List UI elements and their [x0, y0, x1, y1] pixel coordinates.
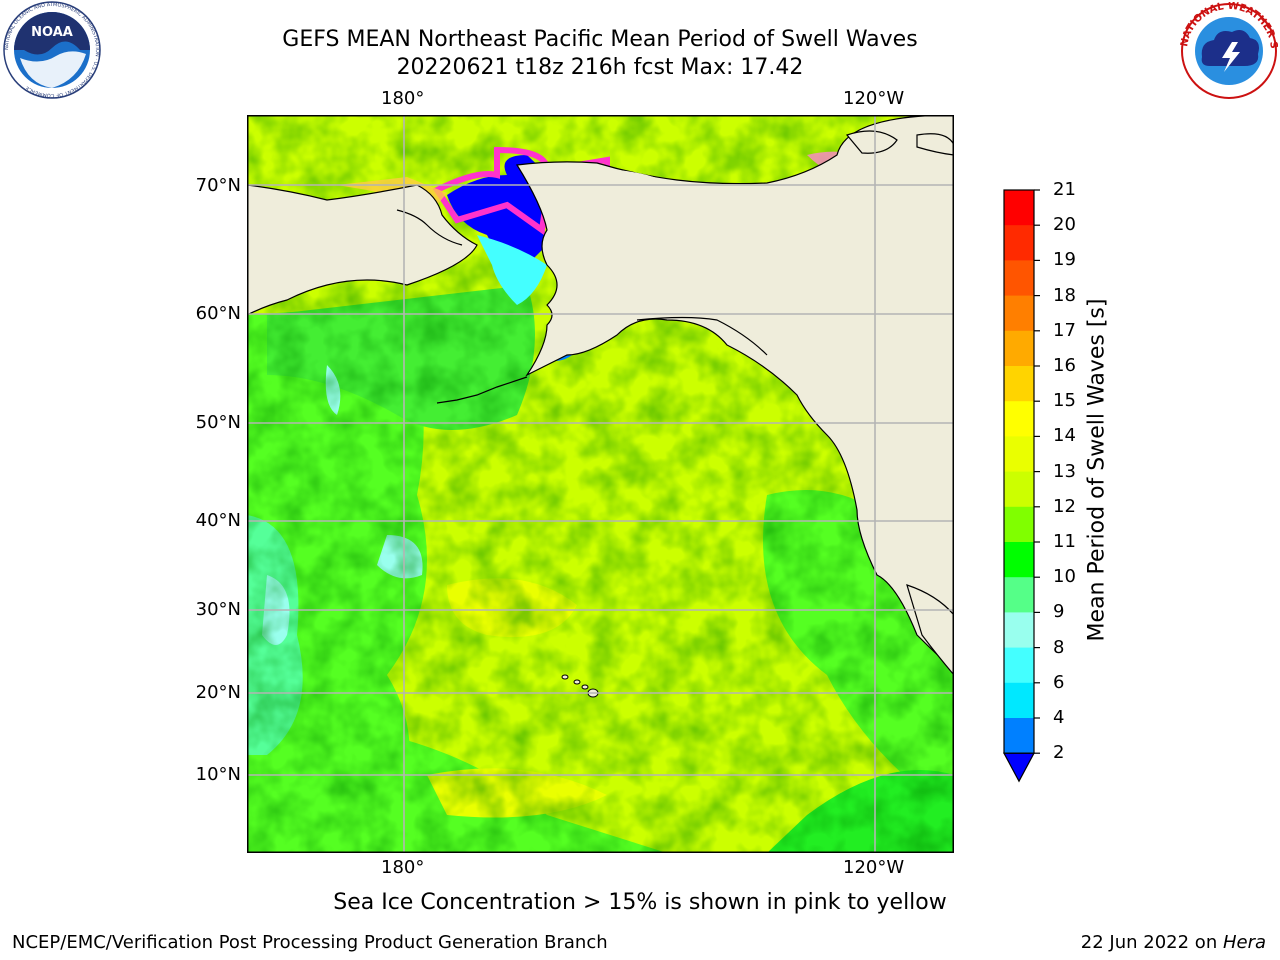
noaa-logo-icon: NOAA NATIONAL OCEANIC AND ATMOSPHERIC AD… — [3, 1, 101, 99]
swell-period-map — [247, 115, 954, 853]
lat-label-10n: 10°N — [195, 764, 241, 785]
colorbar-level-8 — [1004, 471, 1034, 508]
footer-host: Hera — [1222, 932, 1266, 953]
colorbar-level-14 — [1004, 682, 1034, 719]
land-mexico — [906, 584, 954, 676]
lon-label-top-120w: 120°W — [843, 88, 905, 109]
colorbar-tick-label: 18 — [1053, 284, 1076, 306]
colorbar-level-7 — [1004, 436, 1034, 472]
colorbar-tick-label: 13 — [1053, 460, 1076, 482]
lat-label-50n: 50°N — [195, 412, 241, 433]
colorbar-tick-label: 16 — [1053, 355, 1076, 376]
lat-label-30n: 30°N — [195, 599, 241, 620]
colorbar-tick-label: 4 — [1053, 707, 1065, 728]
colorbar-tick-label: 2 — [1053, 742, 1065, 764]
colorbar-tick-label: 14 — [1053, 425, 1076, 447]
colorbar-tick-label: 12 — [1053, 495, 1076, 517]
colorbar-level-15 — [1004, 718, 1034, 754]
colorbar-level-6 — [1004, 401, 1034, 437]
colorbar-level-9 — [1004, 506, 1034, 543]
colorbar-level-5 — [1004, 366, 1034, 402]
land-chukotka-coast — [396, 209, 463, 246]
bering-strait-cyan — [477, 235, 547, 305]
lon-label-top-180: 180° — [381, 88, 425, 109]
land-north-coast — [547, 168, 807, 212]
graticule — [247, 115, 954, 853]
colorbar-level-0 — [1004, 190, 1034, 226]
footer-date: 22 Jun 2022 on Hera — [1080, 932, 1266, 953]
colorbar-level-10 — [1004, 542, 1034, 578]
colorbar-tick-label: 19 — [1053, 249, 1076, 271]
colorbar-tick-label: 21 — [1053, 179, 1076, 200]
land-siberia-east — [247, 184, 478, 316]
colorbar-tick-label: 15 — [1053, 390, 1076, 412]
colorbar-extend-arrow — [1002, 752, 1036, 783]
colorbar-tick-label: 17 — [1053, 319, 1076, 341]
colorbar-level-4 — [1004, 330, 1034, 367]
sea-ice-caption: Sea Ice Concentration > 15% is shown in … — [333, 890, 947, 915]
lat-label-60n: 60°N — [195, 303, 241, 324]
colorbar-tick-label: 8 — [1053, 636, 1065, 658]
map-border — [247, 115, 954, 853]
colorbar-level-1 — [1004, 225, 1034, 261]
colorbar-level-2 — [1004, 260, 1034, 296]
hawaii-islands — [561, 674, 599, 698]
colorbar-tick-label: 9 — [1053, 601, 1065, 623]
colorbar-tick-label: 20 — [1053, 214, 1076, 236]
colorbar-tick-label: 10 — [1053, 566, 1076, 588]
aleutian-chain — [436, 376, 528, 404]
colorbar-level-12 — [1004, 612, 1034, 648]
lon-label-bottom-180: 180° — [381, 857, 425, 878]
colorbar — [1002, 189, 1040, 783]
lat-label-20n: 20°N — [195, 682, 241, 703]
colorbar-level-3 — [1004, 295, 1034, 332]
colorbar-tick-label: 6 — [1053, 671, 1065, 693]
land-alaska-canada — [515, 115, 954, 671]
gulf-alaska-coast — [636, 316, 768, 356]
lat-label-70n: 70°N — [195, 175, 241, 196]
lon-label-bottom-120w: 120°W — [843, 857, 905, 878]
colorbar-level-11 — [1004, 577, 1034, 613]
colorbar-tick-label: 11 — [1053, 531, 1076, 552]
land-arctic-islands — [845, 130, 954, 156]
svg-text:NOAA: NOAA — [31, 25, 73, 40]
footer-organization: NCEP/EMC/Verification Post Processing Pr… — [12, 932, 608, 953]
nws-logo-icon: NATIONAL WEATHER SERVICE — [1178, 2, 1279, 99]
chart-title: GEFS MEAN Northeast Pacific Mean Period … — [282, 27, 918, 52]
colorbar-level-13 — [1004, 647, 1034, 684]
colorbar-label: Mean Period of Swell Waves [s] — [1084, 298, 1110, 642]
chart-subtitle: 20220621 t18z 216h fcst Max: 17.42 — [396, 55, 804, 80]
lat-label-40n: 40°N — [195, 510, 241, 531]
